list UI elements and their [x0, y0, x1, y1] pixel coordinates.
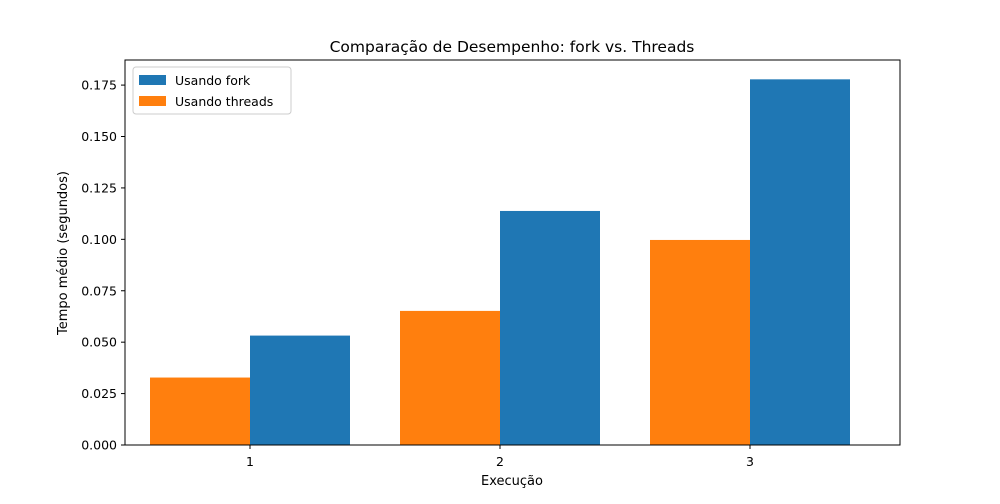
y-tick-label: 0.100 — [81, 232, 117, 247]
bars-layer — [150, 79, 850, 445]
y-axis-label: Tempo médio (segundos) — [56, 171, 71, 336]
legend-swatch — [139, 75, 166, 85]
x-axis-label: Execução — [481, 474, 543, 489]
legend-box — [132, 66, 292, 115]
bar-fork-2 — [500, 210, 600, 445]
chart-title: Comparação de Desempenho: fork vs. Threa… — [330, 38, 695, 56]
y-tick-label: 0.150 — [81, 129, 117, 144]
bar-fork-1 — [250, 335, 350, 445]
y-tick-label: 0.000 — [81, 438, 117, 453]
plot-frame — [124, 59, 901, 446]
y-tick-label: 0.025 — [81, 386, 117, 401]
bar-threads-1 — [150, 377, 250, 445]
legend-label: Usando fork — [175, 73, 251, 88]
x-tick-label: 2 — [496, 454, 504, 469]
y-tick-label: 0.075 — [81, 283, 117, 298]
legend-label: Usando threads — [175, 94, 273, 109]
y-tick-label: 0.175 — [81, 78, 117, 93]
y-tick-label: 0.125 — [81, 180, 117, 195]
bar-threads-3 — [650, 239, 750, 445]
x-tick-label: 3 — [746, 454, 754, 469]
bar-fork-3 — [750, 79, 850, 445]
x-tick-label: 1 — [246, 454, 254, 469]
legend: Usando fork Usando threads — [132, 66, 292, 115]
y-tick-label: 0.050 — [81, 335, 117, 350]
axes-layer: 1 2 3 0.000 0.025 0.050 0.075 0.100 0.125 0.150 0.… — [81, 59, 901, 469]
legend-swatch — [139, 96, 166, 106]
bar-threads-2 — [400, 310, 500, 445]
